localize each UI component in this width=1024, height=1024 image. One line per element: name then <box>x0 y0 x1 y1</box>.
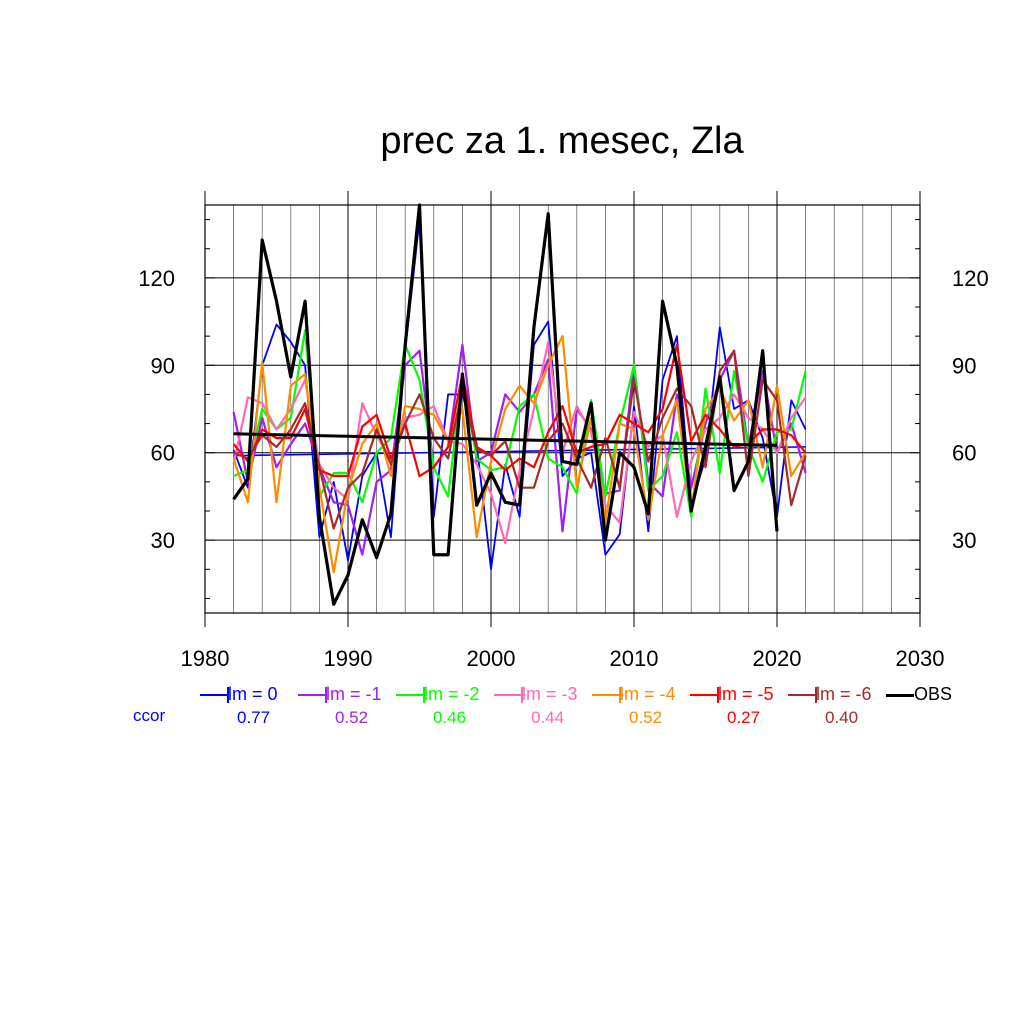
series-line-obs <box>232 203 779 606</box>
legend-line-swatch <box>886 694 914 697</box>
legend-tick-mark <box>325 687 327 703</box>
legend-line-swatch <box>396 694 424 696</box>
legend-label: lm = -5 <box>718 684 774 704</box>
chart-legend: lm = 0 0.77 lm = -1 0.52 lm = -2 0.46 lm = -3 0… <box>0 683 1024 743</box>
y-tick-label-left: 90 <box>151 353 175 378</box>
legend-ccor-value: 0.52 <box>335 708 369 727</box>
legend-item: lm = -3 0.44 <box>494 683 592 727</box>
ccor-label: ccor <box>133 706 166 725</box>
legend-item: lm = -4 0.52 <box>592 683 690 727</box>
legend-label: OBS <box>914 684 953 704</box>
y-tick-label-left: 120 <box>138 266 175 291</box>
legend-label: lm = 0 <box>228 684 278 704</box>
y-axis-tick-labels: 30 30 60 60 90 90 120 120 <box>138 266 988 553</box>
y-tick-label-right: 90 <box>952 353 976 378</box>
legend-item: lm = -2 0.46 <box>396 683 494 727</box>
y-tick-label-left: 30 <box>151 528 175 553</box>
x-tick-label: 2020 <box>753 646 802 671</box>
chart-title: prec za 1. mesec, Zla <box>380 120 744 162</box>
y-tick-label-right: 120 <box>952 266 989 291</box>
legend-tick-mark <box>521 687 523 703</box>
legend-label: lm = -2 <box>424 684 480 704</box>
x-tick-label: 1980 <box>181 646 230 671</box>
legend-tick-mark <box>717 687 719 703</box>
trend-line-lm-0 <box>233 446 806 457</box>
x-axis-tick-labels: 1980 1990 2000 2010 2020 2030 <box>181 646 945 671</box>
legend-tick-mark <box>619 687 621 703</box>
x-tick-label: 2030 <box>896 646 945 671</box>
x-tick-label: 2010 <box>610 646 659 671</box>
series-line-lm-1 <box>232 343 807 556</box>
trend-line-obs <box>233 432 778 447</box>
legend-item: lm = -5 0.27 <box>690 683 788 727</box>
series-line-lm-4 <box>232 335 807 574</box>
legend-line-swatch <box>690 694 718 696</box>
y-tick-label-right: 60 <box>952 441 976 466</box>
legend-tick-mark <box>423 687 425 703</box>
legend-tick-mark <box>227 687 229 703</box>
legend-line-swatch <box>592 694 620 696</box>
legend-tick-mark <box>815 687 817 703</box>
legend-ccor-value: 0.40 <box>825 708 859 727</box>
y-tick-label-left: 60 <box>151 441 175 466</box>
legend-ccor-value: 0.77 <box>237 708 271 727</box>
legend-label: lm = -6 <box>816 684 872 704</box>
legend-label: lm = -3 <box>522 684 578 704</box>
legend-item: lm = 0 0.77 <box>200 683 298 727</box>
x-tick-label: 2000 <box>467 646 516 671</box>
legend-item: OBS <box>886 683 984 707</box>
legend-ccor-value: 0.46 <box>433 708 467 727</box>
legend-ccor-value: 0.27 <box>727 708 761 727</box>
legend-line-swatch <box>788 694 816 696</box>
legend-line-swatch <box>200 694 228 696</box>
plot-frame <box>204 191 921 627</box>
plot-border <box>204 204 921 614</box>
legend-ccor-value: 0.52 <box>629 708 663 727</box>
legend-item: lm = -1 0.52 <box>298 683 396 727</box>
legend-item: lm = -6 0.40 <box>788 683 886 727</box>
legend-line-swatch <box>494 694 522 696</box>
legend-label: lm = -4 <box>620 684 676 704</box>
x-tick-label: 1990 <box>324 646 373 671</box>
legend-ccor-value: 0.44 <box>531 708 565 727</box>
legend-label: lm = -1 <box>326 684 382 704</box>
chart-series-layer <box>232 203 807 606</box>
y-tick-label-right: 30 <box>952 528 976 553</box>
legend-line-swatch <box>298 694 326 696</box>
